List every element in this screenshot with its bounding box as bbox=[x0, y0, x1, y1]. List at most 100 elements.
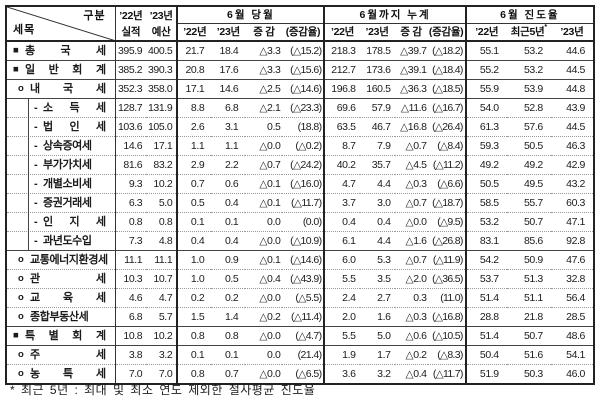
value-cell: 18.4 bbox=[219, 45, 239, 57]
value-cell: △0.7 bbox=[394, 250, 428, 270]
row-label-cell: ■ 특 별 회 계 bbox=[6, 326, 116, 346]
subheader-month-y23: ’23년 bbox=[211, 23, 246, 42]
value-cell: 20.8 bbox=[176, 60, 212, 80]
value-cell: 218.3 bbox=[323, 41, 360, 61]
value-cell: 46.0 bbox=[550, 364, 594, 384]
value-cell: (△26.8) bbox=[427, 231, 466, 251]
value-cell: 50.7 bbox=[506, 326, 551, 346]
value-cell: 0.4 bbox=[359, 212, 395, 232]
value-cell: (△36.5) bbox=[427, 269, 466, 289]
value-cell: 10.8 bbox=[114, 326, 147, 346]
dash-bullet-icon: - bbox=[34, 235, 38, 247]
row-label-text: 특 별 회 계 bbox=[25, 330, 106, 342]
value-cell: 53.2 bbox=[506, 60, 551, 80]
value-cell: 51.4 bbox=[464, 326, 507, 346]
table-row: o 종합부동산세 6.8 5.7 1.5 1.4 △0.2 (△11.4) 2.0 1.6 △0.3… bbox=[6, 307, 594, 327]
row-label-text: 내 국 세 bbox=[30, 83, 106, 95]
table-row: o 교통에너지환경세 11.1 11.1 1.0 0.9 △0.1 (△14.6) 6.0 5.3… bbox=[6, 250, 594, 270]
value-cell: 0.8 bbox=[146, 212, 178, 232]
value-cell: 5.7 bbox=[146, 307, 178, 327]
value-cell: 5.0 bbox=[359, 326, 395, 346]
table-row: ■ 특 별 회 계 10.8 10.2 0.8 0.8 △0.0 (△4.7) 5.5 5.0 △0… bbox=[6, 326, 594, 346]
value-cell: (△16.8) bbox=[427, 307, 466, 327]
value-cell: 385.2 bbox=[114, 60, 147, 80]
subheader-prog-y22: ’22년 bbox=[464, 23, 507, 42]
value-cell: △0.2 bbox=[394, 345, 428, 365]
value-cell: △0.0 bbox=[394, 212, 428, 232]
value-cell: 81.6 bbox=[114, 155, 147, 175]
value-cell: 50.4 bbox=[464, 345, 507, 365]
value-cell: (△0.2) bbox=[282, 136, 325, 156]
value-cell: 57.9 bbox=[359, 98, 395, 118]
value-cell: (△11.7) bbox=[427, 364, 466, 384]
value-cell: 47.6 bbox=[550, 250, 594, 270]
circle-bullet-icon: o bbox=[18, 83, 24, 94]
value-cell: (△18.7) bbox=[427, 193, 466, 213]
value-cell: 5.0 bbox=[146, 193, 178, 213]
value-cell: 0.4 bbox=[323, 212, 360, 232]
value-cell: 11.1 bbox=[114, 250, 147, 270]
value-cell: 0.3 bbox=[394, 288, 428, 308]
value-cell: 1.7 bbox=[359, 345, 395, 365]
value-cell: 35.7 bbox=[359, 155, 395, 175]
row-label-text: 일 반 회 계 bbox=[25, 64, 106, 76]
value-cell: 55.1 bbox=[464, 41, 507, 61]
value-cell: 54.2 bbox=[464, 250, 507, 270]
row-label-text: 과년도수입 bbox=[43, 235, 92, 247]
value-cell: 50.5 bbox=[464, 174, 507, 194]
value-cell: 3.5 bbox=[359, 269, 395, 289]
subheader-month-y22: ’22년 bbox=[176, 23, 212, 42]
value-cell: (△24.2) bbox=[282, 155, 325, 175]
value-cell: 8.8 bbox=[176, 98, 212, 118]
row-label-cell: ■ 총 국 세 bbox=[6, 41, 115, 61]
budget-year-22: ’22년 bbox=[119, 9, 143, 22]
value-cell: 50.9 bbox=[506, 250, 551, 270]
diagonal-label-semok: 세목 bbox=[13, 24, 36, 36]
table-row: o 내 국 세 352.3 358.0 17.1 14.6 △2.5 (△14.6) 196.8… bbox=[6, 79, 594, 99]
value-cell: 51.6 bbox=[506, 345, 551, 365]
row-label-text: 소 득 세 bbox=[43, 102, 106, 114]
value-cell: 2.0 bbox=[323, 307, 360, 327]
value-cell: △0.3 bbox=[394, 174, 428, 194]
value-cell: 173.6 bbox=[359, 60, 395, 80]
value-cell: 44.5 bbox=[550, 60, 594, 80]
value-cell: 358.0 bbox=[146, 79, 178, 99]
row-label-text: 농 특 세 bbox=[30, 368, 106, 380]
value-cell: 6.1 bbox=[323, 231, 360, 251]
row-label-text: 개별소비세 bbox=[43, 178, 92, 190]
value-cell: 0.2 bbox=[176, 288, 212, 308]
value-cell: (△9.5) bbox=[427, 212, 466, 232]
value-cell: 212.7 bbox=[323, 60, 360, 80]
value-cell: (△6.5) bbox=[282, 364, 325, 384]
value-cell: 0.8 bbox=[114, 212, 147, 232]
value-cell: 43.9 bbox=[550, 98, 594, 118]
value-cell: 3.0 bbox=[359, 193, 395, 213]
circle-bullet-icon: o bbox=[18, 254, 24, 265]
value-cell: △39.7 bbox=[400, 45, 427, 57]
value-cell: △0.0 bbox=[245, 288, 283, 308]
value-cell: 50.3 bbox=[506, 364, 551, 384]
table-row: - 개별소비세 9.3 10.2 0.7 0.6 △0.1 (△16.0) 4.7 4.4 △0.3… bbox=[6, 174, 594, 194]
circle-bullet-icon: o bbox=[18, 368, 24, 379]
row-label-cell: - 부가가치세 bbox=[6, 155, 116, 175]
row-label-text: 교통에너지환경세 bbox=[30, 254, 108, 266]
value-cell: 53.2 bbox=[523, 45, 543, 57]
dash-bullet-icon: - bbox=[34, 121, 38, 133]
value-cell: 0.4 bbox=[176, 231, 212, 251]
value-cell: △4.5 bbox=[394, 155, 428, 175]
value-cell: 17.1 bbox=[176, 79, 212, 99]
dash-bullet-icon: - bbox=[34, 216, 38, 228]
value-cell: △3.3 bbox=[259, 45, 281, 57]
value-cell: 1.4 bbox=[211, 307, 246, 327]
value-cell: 47.1 bbox=[550, 212, 594, 232]
value-cell: 0.5 bbox=[211, 269, 246, 289]
value-cell: (△14.6) bbox=[282, 250, 325, 270]
group-header-june-cumulative: 6월까지 누계 bbox=[323, 6, 466, 24]
value-cell: 1.1 bbox=[211, 136, 246, 156]
table-row: -소 득 세 128.7 131.9 8.8 6.8 △2.1 (△23.3) 69.6 57.… bbox=[6, 98, 594, 118]
value-cell: 92.8 bbox=[550, 231, 594, 251]
